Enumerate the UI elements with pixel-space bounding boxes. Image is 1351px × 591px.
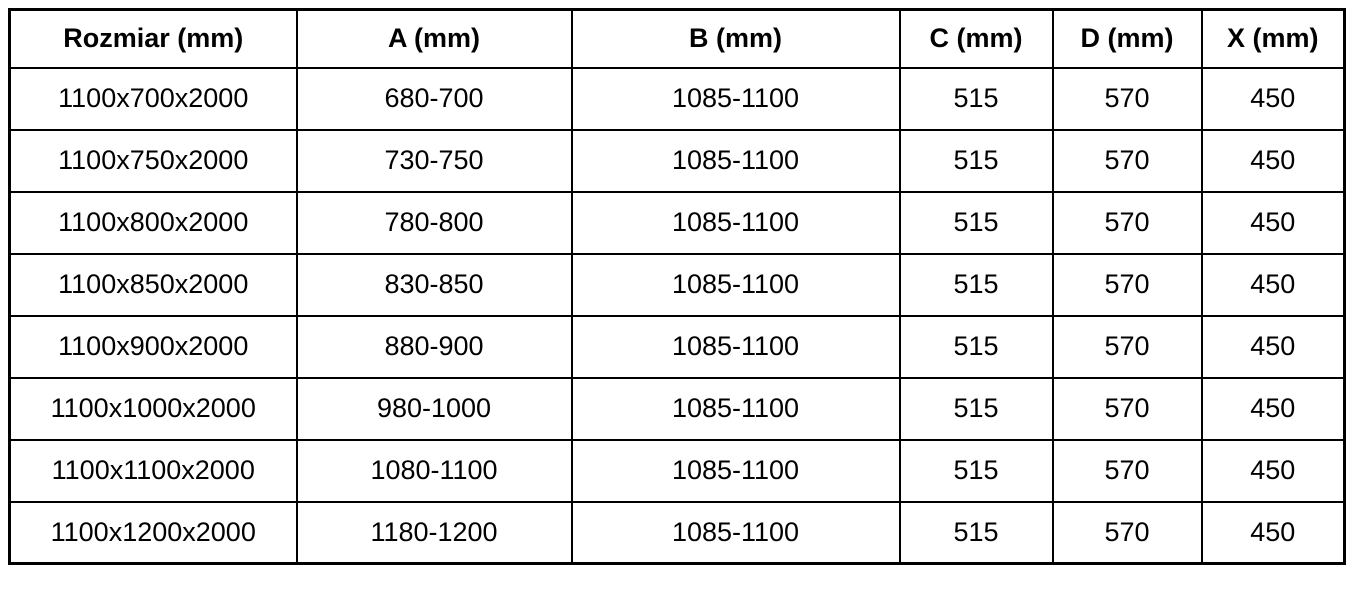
table-cell: 450 <box>1200 438 1346 503</box>
table-row: 1100x750x2000 730-750 1085-1100 515 570 450 <box>8 128 1346 193</box>
row-size-cell: 1100x750x2000 <box>8 128 298 193</box>
table-cell: 450 <box>1200 128 1346 193</box>
table-cell: 515 <box>898 128 1054 193</box>
row-size-cell: 1100x1200x2000 <box>8 500 298 565</box>
table-cell: 450 <box>1200 314 1346 379</box>
table-cell: 1085-1100 <box>570 500 901 565</box>
table-cell: 830-850 <box>295 252 573 317</box>
table-cell: 680-700 <box>295 66 573 131</box>
table-row: 1100x850x2000 830-850 1085-1100 515 570 450 <box>8 252 1346 317</box>
table-cell: 1085-1100 <box>570 252 901 317</box>
table-cell: 570 <box>1051 252 1203 317</box>
header-cell-rozmiar: Rozmiar (mm) <box>8 8 298 69</box>
table-cell: 880-900 <box>295 314 573 379</box>
table-row: 1100x1200x2000 1180-1200 1085-1100 515 570 45… <box>8 500 1346 565</box>
table-cell: 1085-1100 <box>570 128 901 193</box>
header-cell-d: D (mm) <box>1051 8 1203 69</box>
header-cell-x: X (mm) <box>1200 8 1346 69</box>
row-size-cell: 1100x700x2000 <box>8 66 298 131</box>
table-cell: 515 <box>898 438 1054 503</box>
table-row: 1100x1000x2000 980-1000 1085-1100 515 570 450 <box>8 376 1346 441</box>
row-size-cell: 1100x800x2000 <box>8 190 298 255</box>
table-cell: 570 <box>1051 314 1203 379</box>
table-cell: 570 <box>1051 128 1203 193</box>
table-cell: 1085-1100 <box>570 314 901 379</box>
table-cell: 515 <box>898 500 1054 565</box>
table-cell: 515 <box>898 190 1054 255</box>
table-cell: 450 <box>1200 66 1346 131</box>
row-size-cell: 1100x1100x2000 <box>8 438 298 503</box>
dimensions-table-container: Rozmiar (mm) A (mm) B (mm) C (mm) D (mm)… <box>8 8 1346 565</box>
table-row: 1100x1100x2000 1080-1100 1085-1100 515 570 45… <box>8 438 1346 503</box>
table-cell: 780-800 <box>295 190 573 255</box>
table-cell: 1085-1100 <box>570 438 901 503</box>
table-row: 1100x900x2000 880-900 1085-1100 515 570 450 <box>8 314 1346 379</box>
table-row: 1100x700x2000 680-700 1085-1100 515 570 450 <box>8 66 1346 131</box>
header-cell-b: B (mm) <box>570 8 901 69</box>
table-cell: 1085-1100 <box>570 376 901 441</box>
header-cell-a: A (mm) <box>295 8 573 69</box>
table-cell: 570 <box>1051 376 1203 441</box>
header-cell-c: C (mm) <box>898 8 1054 69</box>
table-cell: 1180-1200 <box>295 500 573 565</box>
table-cell: 1085-1100 <box>570 66 901 131</box>
table-cell: 570 <box>1051 438 1203 503</box>
table-cell: 570 <box>1051 66 1203 131</box>
table-cell: 1085-1100 <box>570 190 901 255</box>
row-size-cell: 1100x1000x2000 <box>8 376 298 441</box>
table-header-row: Rozmiar (mm) A (mm) B (mm) C (mm) D (mm)… <box>8 8 1346 69</box>
row-size-cell: 1100x900x2000 <box>8 314 298 379</box>
table-cell: 450 <box>1200 252 1346 317</box>
table-cell: 1080-1100 <box>295 438 573 503</box>
table-cell: 450 <box>1200 500 1346 565</box>
table-cell: 515 <box>898 314 1054 379</box>
table-cell: 515 <box>898 376 1054 441</box>
dimensions-table: Rozmiar (mm) A (mm) B (mm) C (mm) D (mm)… <box>8 8 1346 565</box>
table-cell: 570 <box>1051 190 1203 255</box>
table-cell: 570 <box>1051 500 1203 565</box>
table-cell: 515 <box>898 66 1054 131</box>
table-row: 1100x800x2000 780-800 1085-1100 515 570 450 <box>8 190 1346 255</box>
table-cell: 515 <box>898 252 1054 317</box>
table-header: Rozmiar (mm) A (mm) B (mm) C (mm) D (mm)… <box>8 8 1346 69</box>
table-cell: 980-1000 <box>295 376 573 441</box>
table-body: 1100x700x2000 680-700 1085-1100 515 570 450 11… <box>8 66 1346 565</box>
table-cell: 450 <box>1200 190 1346 255</box>
table-cell: 730-750 <box>295 128 573 193</box>
table-cell: 450 <box>1200 376 1346 441</box>
row-size-cell: 1100x850x2000 <box>8 252 298 317</box>
